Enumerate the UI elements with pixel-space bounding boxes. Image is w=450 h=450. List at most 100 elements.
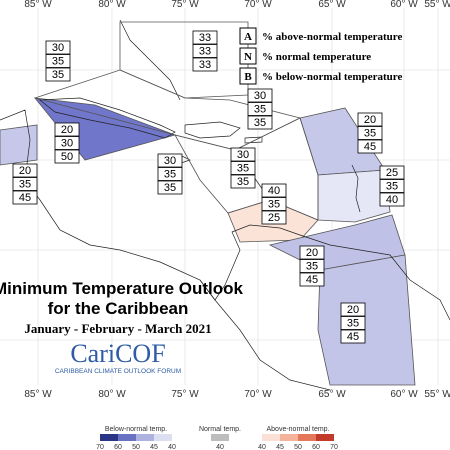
- probability: 33: [199, 32, 211, 44]
- probability: 35: [306, 260, 318, 272]
- colorbar-swatch: [211, 434, 229, 441]
- legend-letter: B: [244, 71, 252, 83]
- probability: 20: [306, 247, 318, 259]
- probability: 30: [61, 137, 73, 149]
- colorbar-tick: 70: [96, 444, 104, 450]
- probability-box: [299, 272, 325, 287]
- colorbar-tick: 50: [132, 444, 140, 450]
- probability-box: [357, 112, 383, 127]
- probability: 25: [268, 212, 280, 224]
- probability: 45: [19, 192, 31, 204]
- probability-box: [299, 259, 325, 273]
- probability-box: [247, 115, 273, 130]
- probability: 20: [61, 124, 73, 136]
- legend: A % above-normal temperature N % normal tem…: [239, 27, 402, 85]
- probability: 20: [364, 114, 376, 126]
- logo: CariCOF: [70, 339, 165, 368]
- probability-box: [379, 165, 405, 180]
- colorbar-tick: 45: [276, 444, 284, 450]
- probability-box: [379, 192, 405, 207]
- longitude-label: 55° W: [424, 389, 450, 400]
- title: Minimum Temperature Outlook: [0, 279, 244, 298]
- colorbar-tick: 70: [330, 444, 338, 450]
- probability: 35: [237, 176, 249, 188]
- colorbar-swatch: [136, 434, 154, 441]
- probability-box: [54, 136, 80, 150]
- probability-box: [230, 161, 256, 175]
- probability: 35: [237, 162, 249, 174]
- longitude-label: 75° W: [171, 389, 199, 400]
- probability-box: [230, 174, 256, 189]
- probability-box: [247, 88, 273, 103]
- probability: 33: [199, 59, 211, 71]
- probability-box: [157, 153, 183, 168]
- colorbar-tick: 60: [114, 444, 122, 450]
- legend-letter: A: [244, 31, 252, 43]
- probability-box: [157, 180, 183, 195]
- longitude-label: 65° W: [318, 389, 346, 400]
- longitude-label: 60° W: [390, 0, 418, 10]
- probability-box: [12, 177, 38, 191]
- probability: 45: [306, 274, 318, 286]
- probability-box: [45, 67, 71, 82]
- title-line-2: for the Caribbean: [48, 299, 189, 318]
- colorbar-swatch: [154, 434, 172, 441]
- colorbar-label: Normal temp.: [199, 426, 241, 433]
- colorbar: Below-normal temp. 70 60 50 45 40 Normal temp.…: [96, 426, 338, 450]
- colorbar-label: Above-normal temp.: [266, 426, 329, 433]
- longitude-label: 75° W: [171, 0, 199, 10]
- probability: 20: [19, 165, 31, 177]
- probability: 35: [164, 182, 176, 194]
- probability: 45: [347, 331, 359, 343]
- region: [0, 124, 38, 166]
- legend-key: [239, 47, 257, 65]
- probability-box: [54, 149, 80, 164]
- legend-text: % normal temperature: [262, 51, 371, 63]
- longitude-label: 80° W: [98, 0, 126, 10]
- probability-box: [261, 210, 287, 225]
- colorbar-tick: 40: [216, 444, 224, 450]
- probability: 35: [364, 127, 376, 139]
- probability: 30: [164, 155, 176, 167]
- probability: 30: [52, 42, 64, 54]
- probability: 35: [268, 198, 280, 210]
- probability-box: [54, 122, 80, 137]
- probability: 45: [364, 141, 376, 153]
- probability: 35: [386, 180, 398, 192]
- probability-box: [357, 126, 383, 140]
- colorbar-swatch: [262, 434, 280, 441]
- colorbar-swatch: [100, 434, 118, 441]
- probability: 30: [237, 149, 249, 161]
- subtitle: January - February - March 2021: [24, 321, 211, 336]
- probability: 40: [386, 194, 398, 206]
- longitude-label: 80° W: [98, 389, 126, 400]
- probability-box: [261, 183, 287, 198]
- colorbar-swatch: [280, 434, 298, 441]
- longitude-label: 85° W: [24, 0, 52, 10]
- probability-box: [247, 102, 273, 116]
- colorbar-tick: 50: [294, 444, 302, 450]
- probability: 35: [52, 55, 64, 67]
- colorbar-swatch: [316, 434, 334, 441]
- legend-text: % below-normal temperature: [262, 71, 402, 83]
- legend-key: [239, 27, 257, 45]
- region: [317, 169, 391, 223]
- probability: 20: [347, 304, 359, 316]
- probability-box: [299, 245, 325, 260]
- probability-box: [340, 316, 366, 330]
- colorbar-tick: 40: [258, 444, 266, 450]
- probability: 35: [19, 178, 31, 190]
- colorbar-swatch: [118, 434, 136, 441]
- probability-box: [192, 44, 218, 58]
- probability-box: [12, 190, 38, 205]
- probability: 35: [254, 117, 266, 129]
- colorbar-tick: 60: [312, 444, 320, 450]
- longitude-label: 60° W: [390, 389, 418, 400]
- probability: 33: [199, 45, 211, 57]
- longitude-label: 70° W: [244, 0, 272, 10]
- probability: 30: [254, 90, 266, 102]
- probability-box: [340, 302, 366, 317]
- probability: 40: [268, 185, 280, 197]
- legend-letter: N: [244, 51, 252, 63]
